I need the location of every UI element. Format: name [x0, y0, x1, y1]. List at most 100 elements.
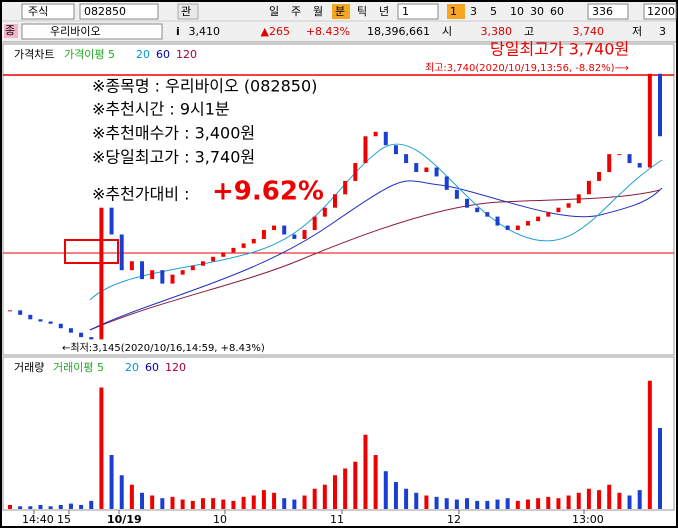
candle — [373, 131, 378, 137]
interval-select[interactable] — [397, 3, 439, 20]
candle — [231, 247, 236, 253]
volume-bar — [607, 484, 612, 509]
candle — [525, 221, 530, 226]
market: 주식 — [28, 5, 48, 18]
volume-bar — [272, 492, 277, 509]
period-label: 분 — [335, 5, 345, 18]
rate: +8.43% — [306, 25, 350, 38]
volume-bar — [475, 500, 480, 509]
volume-bar — [109, 455, 114, 509]
price: 3,410 — [189, 25, 221, 38]
legend-entry: 20 — [125, 361, 139, 374]
period-button[interactable] — [288, 4, 306, 19]
buy-box — [64, 239, 119, 264]
candle — [383, 131, 388, 146]
button[interactable] — [177, 3, 199, 20]
candle — [38, 319, 43, 322]
candle — [414, 163, 419, 172]
candle — [140, 261, 145, 280]
minute-button[interactable] — [547, 4, 565, 19]
low-label: 저 — [632, 25, 642, 38]
badge: 종 — [5, 24, 15, 37]
period-button[interactable] — [266, 4, 284, 19]
volume-bar — [434, 496, 439, 509]
minute-button[interactable] — [487, 4, 505, 19]
high-note: 최고:3,740(2020/10/19,13:56, -8.82%)⟶ — [425, 62, 629, 74]
candle — [515, 225, 520, 231]
volume-bar — [576, 492, 581, 509]
change: ▲265 — [261, 25, 290, 38]
candle — [546, 212, 551, 217]
candle — [353, 163, 358, 181]
candle — [465, 198, 470, 208]
candle — [343, 180, 348, 195]
minute-button[interactable] — [447, 4, 465, 19]
minute-button[interactable] — [507, 4, 525, 19]
volume-bar — [129, 484, 134, 509]
candle — [170, 274, 175, 284]
zoom-input[interactable] — [643, 3, 677, 20]
candle — [505, 225, 510, 231]
volume-bar — [190, 500, 195, 509]
legend-entry: 가격이평 5 — [64, 48, 115, 61]
volume-bar — [454, 499, 459, 509]
x-label: 10 — [213, 513, 227, 526]
volume-bar — [231, 500, 236, 509]
candle — [28, 314, 33, 320]
volume-bar — [353, 461, 358, 509]
volume-bar — [637, 490, 642, 509]
period-label: 년 — [379, 5, 389, 18]
interval: 1 — [402, 5, 409, 18]
period-button[interactable] — [354, 4, 372, 19]
volume-bar — [28, 506, 33, 509]
period-button[interactable] — [376, 4, 394, 19]
candle — [251, 238, 256, 244]
market-select[interactable] — [21, 3, 75, 20]
compare-value: +9.62% — [212, 177, 324, 207]
period-button[interactable] — [310, 4, 328, 19]
minute-button[interactable] — [527, 4, 545, 19]
candle — [282, 225, 287, 235]
candle — [475, 207, 480, 213]
candle — [658, 73, 662, 137]
candle — [292, 234, 297, 239]
info-line: ※추천매수가 : 3,400원 — [92, 124, 255, 143]
volume-bar — [8, 504, 12, 509]
legend-entry: 20 — [136, 48, 150, 61]
legend-entry: 60 — [156, 48, 170, 61]
candle — [160, 270, 165, 284]
count: 336 — [592, 5, 613, 18]
candle — [627, 154, 632, 164]
minute-button[interactable] — [467, 4, 485, 19]
volume-panel — [2, 356, 675, 511]
candle — [272, 225, 277, 231]
volume: 18,396,661 — [367, 25, 430, 38]
volume-bar — [393, 482, 398, 509]
volume-bar — [119, 475, 124, 509]
candle — [424, 167, 429, 172]
count-input[interactable] — [587, 3, 629, 20]
volume-bar — [495, 499, 500, 509]
legend-entry: 120 — [165, 361, 186, 374]
button-label: 관 — [181, 5, 191, 18]
info-line: ※당일최고가 : 3,740원 — [92, 148, 255, 167]
volume-bar — [221, 499, 226, 509]
volume-bar — [525, 499, 530, 509]
candle — [150, 270, 155, 280]
volume-bar — [99, 387, 104, 509]
info-line: ※종목명 : 우리바이오 (082850) — [92, 77, 317, 96]
volume-bar — [536, 498, 541, 509]
info-button[interactable]: i — [176, 25, 180, 38]
minute-label: 60 — [550, 5, 564, 18]
volume-bar — [160, 498, 165, 509]
period-button[interactable] — [332, 4, 350, 19]
low: 3 — [659, 25, 666, 38]
x-label: 14:40 — [22, 513, 54, 526]
code-input[interactable] — [79, 3, 159, 20]
candle — [58, 323, 63, 329]
candle — [8, 310, 12, 312]
candle — [129, 261, 134, 271]
legend-entry: 가격차트 — [14, 48, 54, 61]
volume-bar — [363, 434, 368, 509]
